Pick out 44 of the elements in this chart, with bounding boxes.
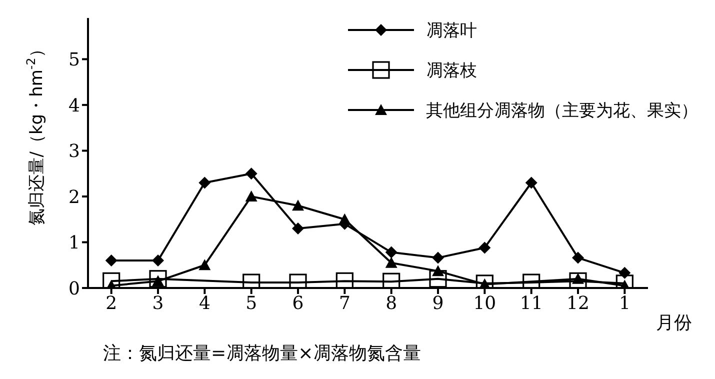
- y-tick-label: 2: [68, 186, 80, 208]
- point: [478, 242, 491, 254]
- x-tick-label: 6: [292, 292, 304, 314]
- point: [618, 266, 631, 279]
- legend-label: 凋落叶: [426, 20, 477, 42]
- x-tick-label: 11: [520, 292, 543, 314]
- x-tick-label: 12: [566, 292, 590, 314]
- point: [198, 259, 211, 270]
- point: [245, 168, 258, 180]
- y-tick-label: 5: [68, 50, 80, 71]
- point: [385, 246, 398, 258]
- x-tick-label: 9: [432, 292, 444, 314]
- point: [382, 272, 400, 288]
- x-tick-label: 7: [338, 292, 350, 314]
- x-tick-label: 4: [198, 292, 210, 314]
- y-tick-label: 3: [68, 141, 80, 162]
- point: [245, 190, 258, 202]
- point: [429, 270, 447, 288]
- x-axis-title: 月份: [656, 312, 692, 334]
- y-tick-label: 4: [68, 95, 80, 116]
- point: [569, 272, 587, 288]
- point: [198, 176, 211, 189]
- point: [102, 272, 120, 288]
- point: [152, 254, 164, 267]
- point: [432, 252, 444, 264]
- point: [572, 252, 584, 264]
- y-tick-label: 1: [68, 232, 80, 254]
- x-tick-label: 2: [106, 292, 118, 314]
- x-tick-label: 1: [618, 292, 630, 314]
- legend-label: 凋落枝: [426, 60, 477, 82]
- text: 注：氮归还量=凋落物量×凋落物氮含量: [103, 342, 422, 365]
- x-tick-label: 3: [152, 292, 164, 314]
- point: [292, 200, 304, 211]
- y-tick-label: 0: [68, 278, 80, 300]
- point: [385, 256, 398, 268]
- x-tick-label: 10: [473, 292, 496, 314]
- point: [525, 176, 538, 189]
- point: [105, 254, 118, 267]
- point: [336, 272, 354, 288]
- point: [149, 270, 167, 288]
- x-tick-label: 5: [246, 292, 258, 314]
- legend-label: 其他组分凋落物（主要为花、果实）: [426, 100, 698, 122]
- point: [292, 222, 304, 235]
- x-tick-label: 8: [386, 292, 398, 314]
